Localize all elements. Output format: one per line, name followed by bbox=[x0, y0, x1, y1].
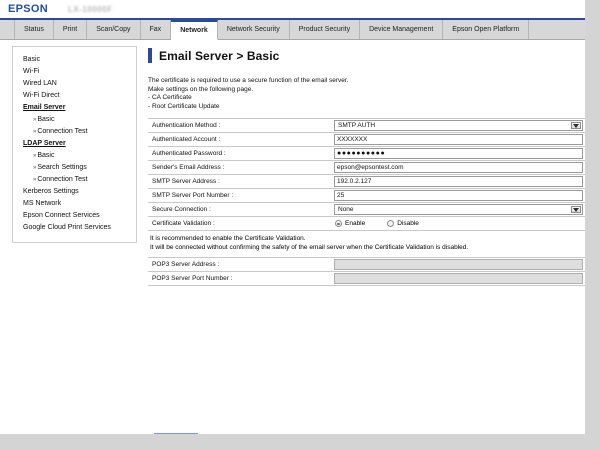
label-smtp-port: SMTP Server Port Number : bbox=[152, 192, 234, 200]
sidebar-item-kerberos-settings[interactable]: Kerberos Settings bbox=[23, 188, 79, 195]
note-line: It is recommended to enable the Certific… bbox=[150, 235, 306, 243]
sidebar-item-ms-network[interactable]: MS Network bbox=[23, 200, 62, 207]
label-auth-password: Authenticated Password : bbox=[152, 150, 226, 158]
sidebar-item-label: Connection Test bbox=[37, 128, 88, 135]
printer-model-label: LX-10000F bbox=[68, 5, 113, 14]
chevron-down-icon[interactable] bbox=[571, 122, 581, 130]
page-title: Email Server > Basic bbox=[159, 48, 280, 63]
tab-epson-open-platform[interactable]: Epson Open Platform bbox=[443, 20, 530, 39]
email-server-form: Authentication Method : SMTP AUTH bbox=[148, 118, 585, 286]
sidebar-item-label: Basic bbox=[37, 152, 55, 159]
sidebar-item-ldap-basic[interactable]: »Basic bbox=[13, 150, 136, 162]
bullet-icon: » bbox=[33, 165, 37, 171]
form-row-smtp-address: SMTP Server Address : bbox=[148, 174, 585, 189]
description-line: - CA Certificate bbox=[148, 94, 192, 102]
auth-password-input[interactable] bbox=[334, 148, 583, 160]
auth-account-input[interactable] bbox=[334, 134, 583, 146]
sidebar-item-email-server-connection-test[interactable]: »Connection Test bbox=[13, 126, 136, 138]
label-pop3-address: POP3 Server Address : bbox=[152, 260, 220, 268]
label-auth-method: Authentication Method : bbox=[152, 122, 221, 130]
secure-connection-select[interactable]: None bbox=[334, 204, 583, 216]
bullet-icon: » bbox=[33, 153, 37, 159]
cert-validation-notes: It is recommended to enable the Certific… bbox=[148, 231, 585, 257]
form-row-sender-email: Sender's Email Address : bbox=[148, 160, 585, 175]
form-row-pop3-address: POP3 Server Address : bbox=[148, 257, 585, 272]
app-header: EPSON LX-10000F bbox=[0, 0, 585, 20]
sender-email-input[interactable] bbox=[334, 162, 583, 174]
form-row-auth-method: Authentication Method : SMTP AUTH bbox=[148, 118, 585, 133]
form-row-cert-validation: Certificate Validation : Enable bbox=[148, 216, 585, 231]
tab-status[interactable]: Status bbox=[14, 20, 54, 39]
sidebar-group-ldap-server: LDAP Server bbox=[23, 140, 66, 147]
radio-enable-icon[interactable] bbox=[335, 220, 342, 228]
form-row-pop3-port: POP3 Server Port Number : bbox=[148, 271, 585, 286]
chevron-down-icon[interactable] bbox=[571, 206, 581, 214]
cert-validation-radio-group: Enable Disable bbox=[334, 220, 583, 228]
tab-device-management[interactable]: Device Management bbox=[360, 20, 444, 39]
bullet-icon: » bbox=[33, 117, 37, 123]
tab-fax[interactable]: Fax bbox=[140, 20, 172, 39]
sidebar-item-label: Basic bbox=[37, 116, 55, 123]
smtp-server-port-input[interactable] bbox=[334, 190, 583, 202]
auth-method-selected-value: SMTP AUTH bbox=[338, 122, 376, 130]
sidebar-item-epson-connect-services[interactable]: Epson Connect Services bbox=[23, 212, 100, 219]
label-pop3-port: POP3 Server Port Number : bbox=[152, 274, 233, 282]
sidebar-item-ldap-search-settings[interactable]: »Search Settings bbox=[13, 162, 136, 174]
bullet-icon: » bbox=[33, 177, 37, 183]
bullet-icon: » bbox=[33, 129, 37, 135]
tab-print[interactable]: Print bbox=[53, 20, 88, 39]
description-line: Make settings on the following page. bbox=[148, 85, 254, 93]
form-row-auth-account: Authenticated Account : bbox=[148, 132, 585, 147]
page-right-strip bbox=[585, 0, 600, 450]
sidebar-item-wifi[interactable]: Wi-Fi bbox=[23, 68, 40, 75]
printer-web-config-window: EPSON LX-10000F Status Print Scan/Copy F… bbox=[0, 0, 585, 434]
epson-logo: EPSON bbox=[8, 3, 49, 15]
note-line: It will be connected without confirming … bbox=[150, 243, 469, 251]
cert-validation-enable-label: Enable bbox=[345, 220, 366, 228]
form-row-auth-password: Authenticated Password : bbox=[148, 146, 585, 161]
cert-validation-disable-label: Disable bbox=[397, 220, 419, 228]
auth-method-select[interactable]: SMTP AUTH bbox=[334, 120, 583, 132]
page-title-row: Email Server > Basic bbox=[148, 48, 585, 63]
title-accent-bar bbox=[148, 48, 152, 63]
label-secure-connection: Secure Connection : bbox=[152, 206, 211, 214]
sidebar-group-email-server: Email Server bbox=[23, 104, 66, 111]
tab-network[interactable]: Network bbox=[171, 20, 218, 40]
sidebar-item-label: Connection Test bbox=[37, 176, 88, 183]
description-line: The certificate is required to use a sec… bbox=[148, 77, 349, 84]
form-row-smtp-port: SMTP Server Port Number : bbox=[148, 188, 585, 203]
cert-validation-disable-option[interactable]: Disable bbox=[387, 220, 419, 228]
main-panel: Email Server > Basic The certificate is … bbox=[148, 46, 585, 434]
sidebar-item-wifi-direct[interactable]: Wi-Fi Direct bbox=[23, 92, 60, 99]
pop3-server-port-input bbox=[334, 272, 583, 284]
smtp-server-address-input[interactable] bbox=[334, 176, 583, 188]
label-sender-email: Sender's Email Address : bbox=[152, 164, 225, 172]
label-cert-validation: Certificate Validation : bbox=[152, 220, 215, 228]
description-line: - Root Certificate Update bbox=[148, 102, 220, 110]
tab-scan-copy[interactable]: Scan/Copy bbox=[87, 20, 141, 39]
pop3-server-address-input bbox=[334, 258, 583, 270]
cert-validation-enable-option[interactable]: Enable bbox=[335, 220, 366, 228]
sidebar-item-google-cloud-print-services[interactable]: Google Cloud Print Services bbox=[23, 224, 111, 231]
label-smtp-address: SMTP Server Address : bbox=[152, 178, 220, 186]
sidebar-item-basic[interactable]: Basic bbox=[23, 56, 41, 63]
page-description: The certificate is required to use a sec… bbox=[148, 77, 585, 111]
tabbar-filler bbox=[529, 20, 585, 39]
sidebar-item-ldap-connection-test[interactable]: »Connection Test bbox=[13, 174, 136, 186]
form-row-notes: It is recommended to enable the Certific… bbox=[148, 230, 585, 258]
sidebar-item-wired-lan[interactable]: Wired LAN bbox=[23, 80, 57, 87]
secure-connection-selected-value: None bbox=[338, 206, 354, 214]
tab-product-security[interactable]: Product Security bbox=[289, 20, 361, 39]
radio-disable-icon[interactable] bbox=[387, 220, 395, 228]
main-tabbar: Status Print Scan/Copy Fax Network Netwo… bbox=[0, 20, 585, 40]
content-area: Basic Wi-Fi Wired LAN Wi-Fi Direct Email… bbox=[0, 40, 585, 434]
sidebar-item-label: Search Settings bbox=[37, 164, 87, 171]
page-bottom-strip bbox=[0, 434, 600, 450]
sidebar-nav: Basic Wi-Fi Wired LAN Wi-Fi Direct Email… bbox=[12, 46, 137, 243]
form-row-secure-connection: Secure Connection : None bbox=[148, 202, 585, 217]
tab-network-security[interactable]: Network Security bbox=[217, 20, 290, 39]
sidebar-item-email-server-basic[interactable]: »Basic bbox=[13, 114, 136, 126]
label-auth-account: Authenticated Account : bbox=[152, 136, 221, 144]
